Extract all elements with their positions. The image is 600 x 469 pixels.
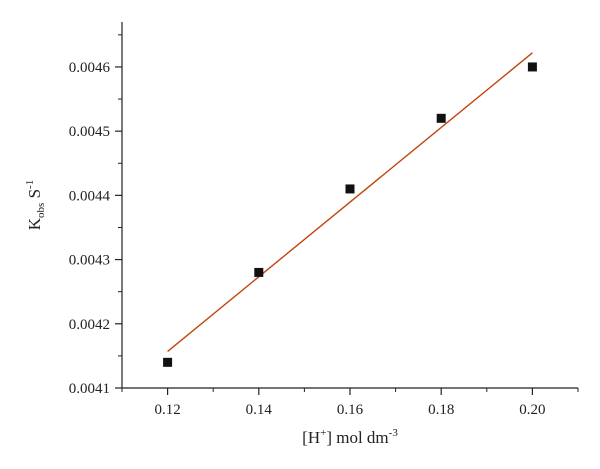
y-axis-title: Kobs S-1 [24, 180, 47, 230]
y-tick-label: 0.0042 [69, 317, 110, 333]
fit-line [167, 52, 533, 352]
x-ticks: 0.12 0.14 0.16 0.18 0.20 [121, 388, 579, 418]
x-tick-label: 0.12 [154, 402, 180, 418]
fit-line-group [167, 52, 533, 352]
y-ticks: 0.0041 0.0042 0.0043 0.0044 0.0045 0.0046 [69, 34, 122, 397]
data-point [345, 184, 355, 194]
x-tick-label: 0.14 [246, 402, 273, 418]
data-point [163, 357, 173, 367]
data-points [163, 62, 537, 367]
data-point [527, 62, 537, 72]
x-tick-label: 0.20 [519, 402, 545, 418]
y-tick-label: 0.0043 [69, 253, 110, 269]
y-tick-label: 0.0045 [69, 124, 110, 140]
y-tick-label: 0.0041 [69, 381, 110, 397]
data-point [436, 113, 446, 123]
x-tick-label: 0.16 [337, 402, 364, 418]
y-tick-label: 0.0046 [69, 60, 111, 76]
y-tick-label: 0.0044 [69, 188, 111, 204]
x-tick-label: 0.18 [428, 402, 454, 418]
x-axis-title: [H+] mol dm-3 [302, 427, 398, 447]
data-point [254, 267, 264, 277]
